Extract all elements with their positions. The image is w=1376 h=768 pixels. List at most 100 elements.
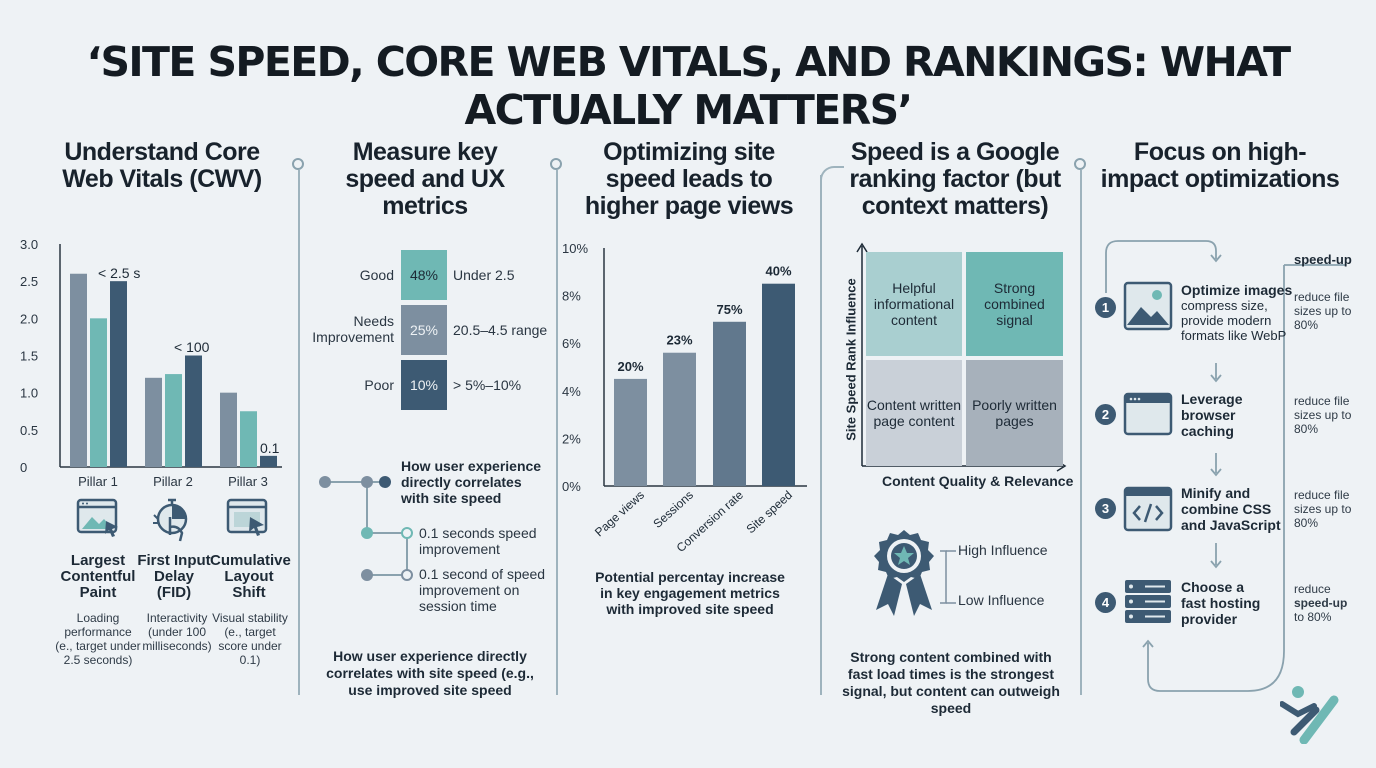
page-title: ‘SITE SPEED, CORE WEB VITALS, AND RANKIN… bbox=[86, 38, 1291, 134]
y-tick-label: 10% bbox=[562, 241, 588, 256]
x-tick-label: Pillar 3 bbox=[228, 474, 268, 489]
metric-range: 20.5–4.5 range bbox=[453, 322, 548, 338]
quadrant-label: Content written page content bbox=[866, 397, 962, 429]
step-title-3: Minify and combine CSS and JavaScript bbox=[1181, 485, 1281, 533]
legend-high-influence: High Influence bbox=[958, 542, 1048, 558]
optimization-loop-connector bbox=[1105, 240, 1346, 692]
step-side-4-c: to 80% bbox=[1294, 610, 1332, 624]
y-tick-label: 2% bbox=[562, 431, 581, 446]
metric-value: 10% bbox=[401, 360, 447, 410]
metric-label: Needs Improvement bbox=[312, 313, 394, 345]
cwv-cls-desc: Visual stability (e., target score under… bbox=[212, 611, 288, 667]
y-tick-label: 8% bbox=[562, 289, 581, 304]
column-separator bbox=[1080, 170, 1082, 695]
quadrant-content: Content written page content bbox=[866, 360, 962, 466]
cwv-fid-name: First Input Delay (FID) bbox=[137, 552, 211, 601]
ux-flow-diagram bbox=[319, 476, 413, 581]
col4-caption: Strong content combined with fast load t… bbox=[842, 649, 1060, 716]
cwv-chart: 0 0.5 1.0 1.5 2.0 2.5 3.0 Pillar 1 Pillar 2 Pilla… bbox=[20, 237, 282, 489]
bar bbox=[220, 392, 237, 467]
engagement-chart: 0% 2% 4% 6% 8% 10% 20% Page views 23% Sessions 75%… bbox=[562, 241, 807, 554]
bar bbox=[663, 352, 696, 486]
side-heading: speed-up bbox=[1294, 252, 1352, 267]
y-tick-label: 6% bbox=[562, 336, 581, 351]
step-number-1: 1 bbox=[1095, 297, 1116, 318]
y-tick-label: 1.5 bbox=[20, 349, 38, 364]
step-title-4: Choose a fast hosting provider bbox=[1181, 579, 1261, 627]
step-side-3: reduce file sizes up to 80% bbox=[1294, 488, 1352, 530]
y-tick-label: 2.0 bbox=[20, 311, 38, 326]
bar bbox=[240, 411, 257, 467]
y-tick-label: 1.0 bbox=[20, 386, 38, 401]
x-tick-label: Page views bbox=[592, 488, 647, 539]
image-icon bbox=[1123, 281, 1173, 336]
step-number-4: 4 bbox=[1095, 592, 1116, 613]
award-badge-icon bbox=[866, 528, 942, 623]
bar bbox=[70, 273, 87, 467]
y-tick-label: 0 bbox=[20, 460, 27, 475]
bar bbox=[713, 321, 746, 486]
step-number-2: 2 bbox=[1095, 404, 1116, 425]
browser-window-icon bbox=[1123, 392, 1173, 441]
quadrant-helpful: Helpful informational content bbox=[866, 252, 962, 356]
step-side-4: reduce speed-up to 80% bbox=[1294, 582, 1354, 624]
step-side-2: reduce file sizes up to 80% bbox=[1294, 394, 1352, 436]
x-tick-label: Pillar 2 bbox=[153, 474, 193, 489]
bar bbox=[145, 377, 162, 467]
bar bbox=[185, 355, 202, 467]
col2-caption: How user experience directly correlates … bbox=[326, 648, 534, 698]
cwv-lcp-name: Largest Contentful Paint bbox=[60, 552, 136, 601]
col1-heading: Understand Core Web Vitals (CWV) bbox=[62, 138, 262, 193]
metric-row-good: Good 48% Under 2.5 bbox=[300, 250, 556, 302]
step-side-4-a: reduce bbox=[1294, 582, 1331, 596]
metric-label: Poor bbox=[364, 377, 394, 393]
quadrant-label: Strong combined signal bbox=[984, 280, 1045, 328]
col3-heading: Optimizing site speed leads to higher pa… bbox=[584, 138, 794, 220]
metric-label: Good bbox=[359, 267, 394, 283]
separator-dot bbox=[292, 158, 304, 170]
cwv-lcp-desc: Loading performance (e., target under 2.… bbox=[55, 611, 141, 667]
data-annotation: 0.1 bbox=[260, 440, 280, 456]
bar bbox=[614, 378, 647, 486]
data-label: 75% bbox=[716, 302, 742, 317]
hand-timer-icon bbox=[150, 497, 196, 548]
column-separator bbox=[556, 170, 558, 695]
col4-heading: Speed is a Google ranking factor (but co… bbox=[849, 138, 1061, 220]
separator-dot bbox=[550, 158, 562, 170]
flow-step-2: 0.1 seconds speed improvement bbox=[419, 525, 537, 557]
metric-range: > 5%–10% bbox=[453, 377, 522, 393]
step-side-4-b: speed-up bbox=[1294, 596, 1348, 610]
data-annotation: < 2.5 s bbox=[98, 265, 140, 281]
separator-dot bbox=[1074, 158, 1086, 170]
brand-logo-icon bbox=[1279, 682, 1340, 749]
metric-value: 25% bbox=[401, 305, 447, 355]
y-tick-label: 2.5 bbox=[20, 274, 38, 289]
col3-caption: Potential percentay increase in key enga… bbox=[595, 569, 785, 617]
data-label: 40% bbox=[765, 264, 791, 279]
step-desc-1: compress size, provide modern formats li… bbox=[1181, 298, 1287, 343]
column-separator bbox=[820, 175, 822, 695]
bar bbox=[165, 374, 182, 467]
metric-row-needs-improvement: Needs Improvement 25% 20.5–4.5 range bbox=[300, 305, 556, 357]
quadrant-strong: Strong combined signal bbox=[966, 252, 1063, 356]
y-tick-label: 0% bbox=[562, 479, 581, 494]
browser-image-cursor-icon bbox=[76, 497, 122, 544]
cwv-fid-desc: Interactivity (under 100 milliseconds) bbox=[142, 611, 212, 653]
legend-low-influence: Low Influence bbox=[958, 592, 1045, 608]
x-tick-label: Sessions bbox=[650, 488, 696, 531]
bar bbox=[260, 455, 277, 467]
step-number-3: 3 bbox=[1095, 498, 1116, 519]
x-axis-label: Content Quality & Relevance bbox=[882, 473, 1074, 489]
x-tick-label: Site speed bbox=[743, 488, 795, 536]
y-tick-label: 3.0 bbox=[20, 237, 38, 252]
server-icon bbox=[1123, 578, 1173, 631]
step-title-2: Leverage browser caching bbox=[1181, 391, 1243, 439]
metric-value: 48% bbox=[401, 250, 447, 300]
col2-heading: Measure key speed and UX metrics bbox=[345, 138, 505, 220]
step-side-1: reduce file sizes up to 80% bbox=[1294, 290, 1352, 332]
data-label: 20% bbox=[617, 359, 643, 374]
bar bbox=[762, 283, 795, 486]
metric-range: Under 2.5 bbox=[453, 267, 515, 283]
y-tick-label: 4% bbox=[562, 384, 581, 399]
y-tick-label: 0.5 bbox=[20, 423, 38, 438]
